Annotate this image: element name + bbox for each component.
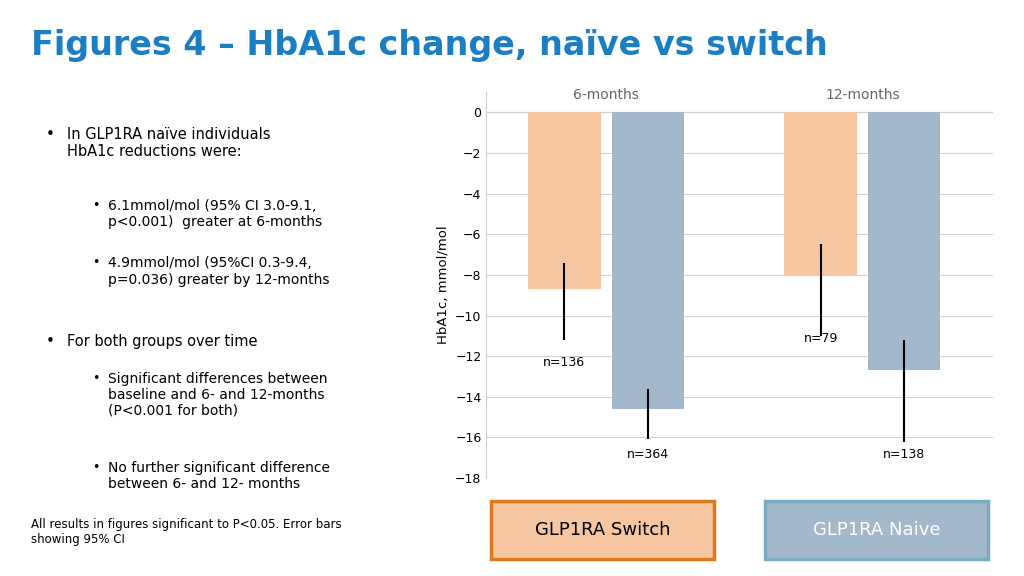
Bar	[784, 112, 857, 275]
Text: n=138: n=138	[883, 448, 926, 461]
FancyBboxPatch shape	[492, 501, 715, 559]
Text: 6.1mmol/mol (95% CI 3.0-9.1,
p<0.001)  greater at 6-months: 6.1mmol/mol (95% CI 3.0-9.1, p<0.001) gr…	[108, 199, 322, 229]
FancyBboxPatch shape	[765, 501, 988, 559]
Text: •: •	[92, 372, 99, 385]
Text: GLP1RA Naive: GLP1RA Naive	[813, 521, 940, 539]
Text: All results in figures significant to P<0.05. Error bars
showing 95% CI: All results in figures significant to P<…	[31, 518, 341, 547]
Text: GLP1RA Switch: GLP1RA Switch	[536, 521, 671, 539]
Text: •: •	[92, 256, 99, 270]
Text: •: •	[92, 461, 99, 474]
Text: 4.9mmol/mol (95%CI 0.3-9.4,
p=0.036) greater by 12-months: 4.9mmol/mol (95%CI 0.3-9.4, p=0.036) gre…	[108, 256, 329, 286]
Text: Significant differences between
baseline and 6- and 12-months
(P<0.001 for both): Significant differences between baseline…	[108, 372, 327, 418]
Y-axis label: HbA1c, mmol/mol: HbA1c, mmol/mol	[436, 226, 450, 344]
Text: •: •	[92, 199, 99, 212]
Text: 12-months: 12-months	[825, 88, 900, 103]
Text: Figures 4 – HbA1c change, naïve vs switch: Figures 4 – HbA1c change, naïve vs switc…	[31, 29, 827, 62]
Text: n=136: n=136	[544, 356, 586, 369]
Text: •: •	[46, 334, 55, 349]
Bar	[611, 112, 684, 409]
Text: No further significant difference
between 6- and 12- months: No further significant difference betwee…	[108, 461, 330, 491]
Text: 6-months: 6-months	[573, 88, 639, 103]
Bar	[528, 112, 601, 289]
Text: n=79: n=79	[804, 332, 838, 345]
Text: In GLP1RA naïve individuals
HbA1c reductions were:: In GLP1RA naïve individuals HbA1c reduct…	[67, 127, 270, 159]
Text: For both groups over time: For both groups over time	[67, 334, 257, 349]
Text: n=364: n=364	[627, 448, 669, 461]
Bar	[868, 112, 940, 370]
Text: •: •	[46, 127, 55, 142]
